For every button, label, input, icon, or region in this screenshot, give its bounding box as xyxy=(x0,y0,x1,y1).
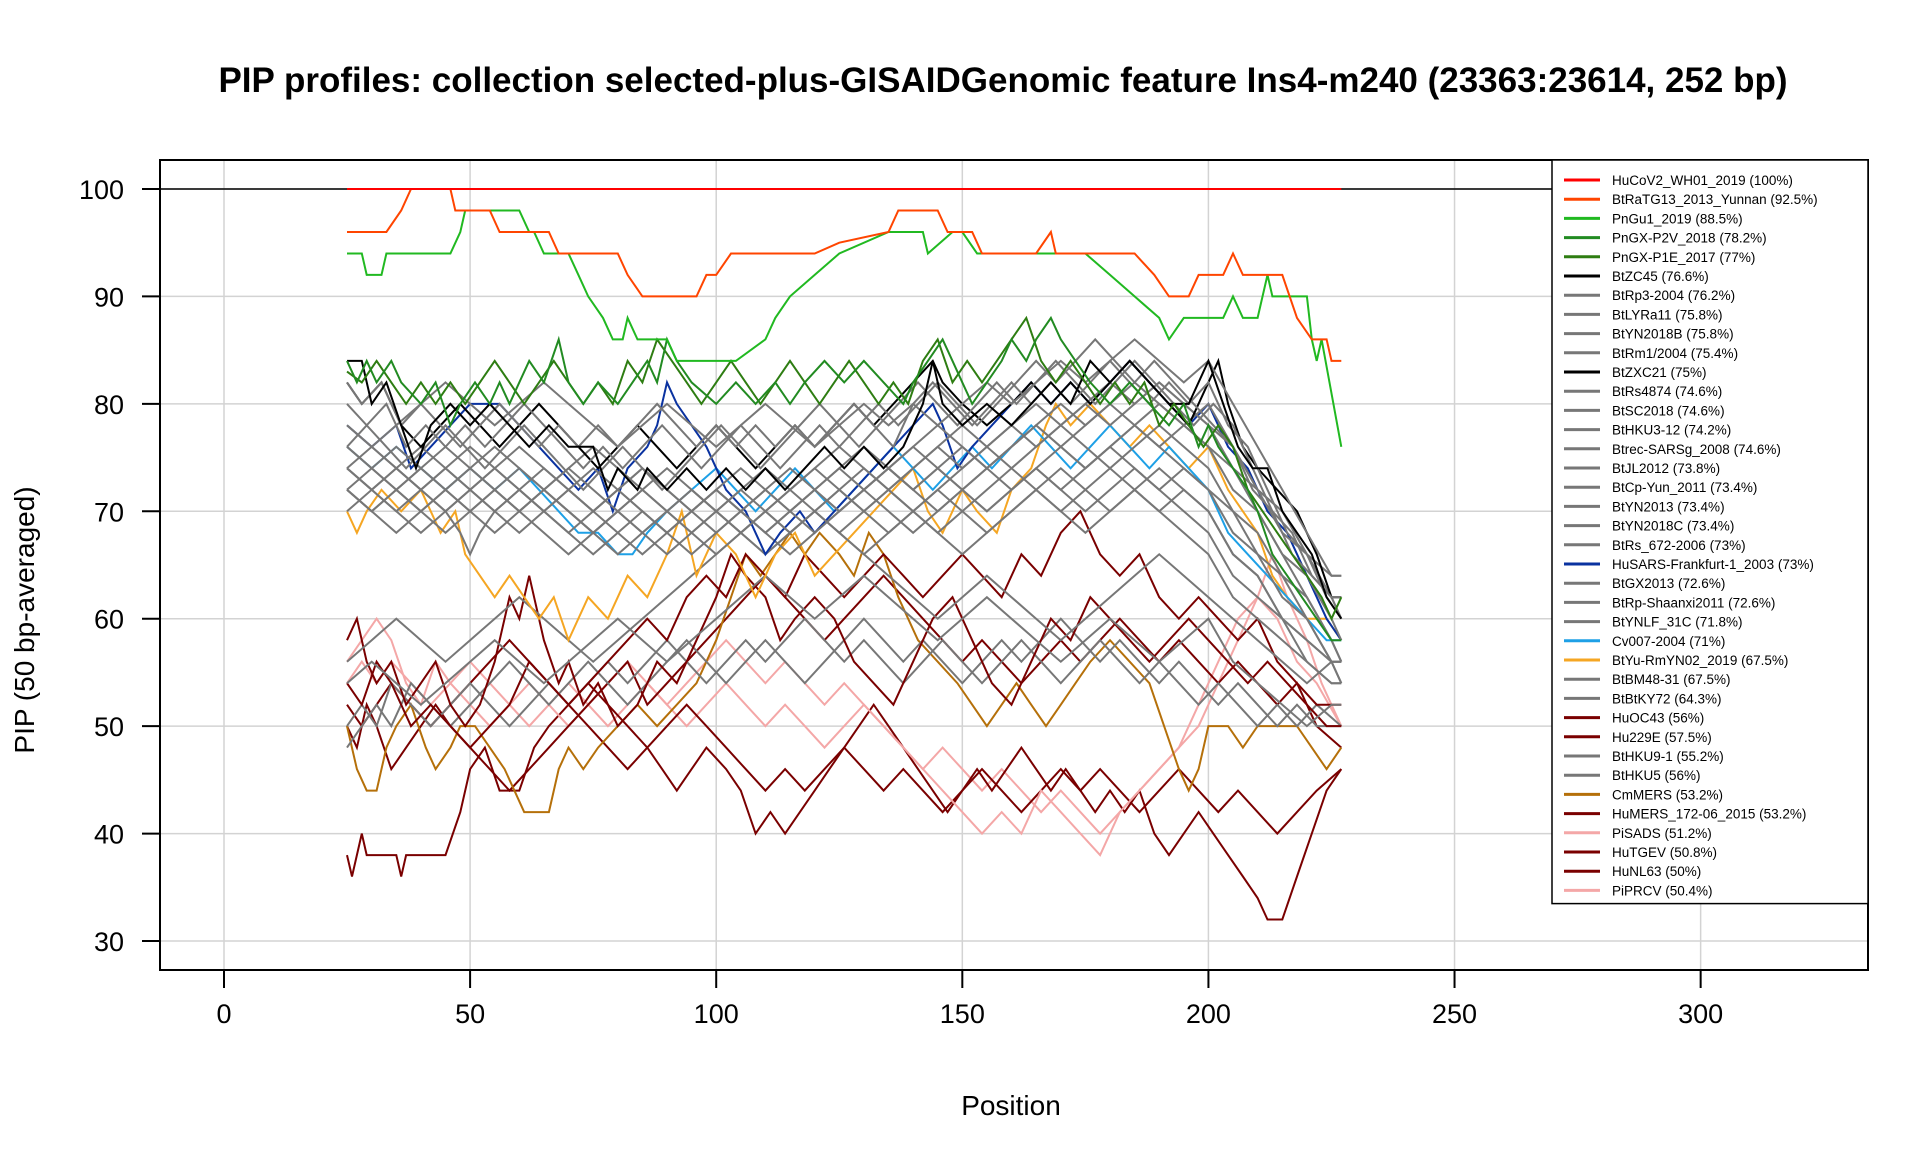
legend-entry: BtBM48-31 (67.5%) xyxy=(1612,672,1731,687)
series-line xyxy=(346,638,1342,836)
x-tick-label: 0 xyxy=(216,999,231,1029)
legend-entry: PnGu1_2019 (88.5%) xyxy=(1612,211,1743,226)
legend-entry: PnGX-P2V_2018 (78.2%) xyxy=(1612,231,1767,246)
series-line xyxy=(346,509,1342,750)
series-line xyxy=(346,466,1343,684)
series-line xyxy=(346,445,1342,663)
legend-entry: HuMERS_172-06_2015 (53.2%) xyxy=(1612,807,1806,822)
y-tick-label: 50 xyxy=(94,712,124,742)
legend-entry: Btrec-SARSg_2008 (74.6%) xyxy=(1612,442,1781,457)
legend-entry: BtBtKY72 (64.3%) xyxy=(1612,691,1722,706)
series-line xyxy=(346,315,1343,622)
legend-entry: CmMERS (53.2%) xyxy=(1612,787,1723,802)
series-line xyxy=(346,338,1342,577)
series-line xyxy=(346,551,1343,857)
x-tick-label: 200 xyxy=(1186,999,1231,1029)
legend-entry: BtGX2013 (72.6%) xyxy=(1612,576,1725,591)
legend-entry: BtYNLF_31C (71.8%) xyxy=(1612,615,1743,630)
x-axis-label: Position xyxy=(961,1090,1061,1121)
series-line xyxy=(346,381,1342,577)
legend-entry: BtHKU3-12 (74.2%) xyxy=(1612,423,1731,438)
legend-entry: HuOC43 (56%) xyxy=(1612,711,1704,726)
legend-entry: BtYN2013 (73.4%) xyxy=(1612,499,1725,514)
y-tick-label: 60 xyxy=(94,605,124,635)
series-line xyxy=(346,359,1343,620)
legend-entry: BtHKU9-1 (55.2%) xyxy=(1612,749,1724,764)
y-axis-label: PIP (50 bp-averaged) xyxy=(9,486,40,753)
series-line xyxy=(346,381,1343,641)
series-line xyxy=(346,337,1342,599)
series-line xyxy=(347,209,1343,447)
legend-entry: BtYN2018C (73.4%) xyxy=(1612,519,1734,534)
legend: HuCoV2_WH01_2019 (100%) BtRaTG13_2013_Yun… xyxy=(1551,159,1869,905)
legend-entry: BtSC2018 (74.6%) xyxy=(1612,403,1725,418)
legend-entry: BtRaTG13_2013_Yunnan (92.5%) xyxy=(1612,192,1818,207)
x-tick-label: 300 xyxy=(1678,999,1723,1029)
series-line xyxy=(346,530,1343,814)
series-line xyxy=(346,552,1342,728)
x-tick-label: 50 xyxy=(455,999,485,1029)
legend-entry: BtRs_672-2006 (73%) xyxy=(1612,538,1746,553)
legend-entry: BtYN2018B (75.8%) xyxy=(1612,327,1734,342)
series-line xyxy=(346,315,1342,642)
legend-entry: HuTGEV (50.8%) xyxy=(1612,845,1717,860)
y-tick-label: 40 xyxy=(94,820,124,850)
x-tick-label: 150 xyxy=(940,999,985,1029)
legend-entry: Cv007-2004 (71%) xyxy=(1612,634,1725,649)
legend-entry: BtHKU5 (56%) xyxy=(1612,768,1701,783)
legend-entry: BtRp-Shaanxi2011 (72.6%) xyxy=(1612,595,1775,610)
series-lines xyxy=(346,188,1343,921)
legend-entry: HuNL63 (50%) xyxy=(1612,864,1701,879)
legend-entry: HuSARS-Frankfurt-1_2003 (73%) xyxy=(1612,557,1814,572)
legend-entry: BtZXC21 (75%) xyxy=(1612,365,1707,380)
legend-entry: BtRp3-2004 (76.2%) xyxy=(1612,288,1735,303)
legend-entry: PiSADS (51.2%) xyxy=(1612,826,1712,841)
legend-entry: HuCoV2_WH01_2019 (100%) xyxy=(1612,173,1793,188)
x-axis: 0 50 100 150 200 250 300 xyxy=(216,969,1723,1029)
legend-entry: BtJL2012 (73.8%) xyxy=(1612,461,1720,476)
legend-entry: BtCp-Yun_2011 (73.4%) xyxy=(1612,480,1757,495)
legend-entry: BtRm1/2004 (75.4%) xyxy=(1612,346,1738,361)
legend-entry: BtYu-RmYN02_2019 (67.5%) xyxy=(1612,653,1788,668)
y-tick-label: 30 xyxy=(94,927,124,957)
legend-entry: PnGX-P1E_2017 (77%) xyxy=(1612,250,1755,265)
legend-box xyxy=(1551,159,1869,905)
y-tick-label: 100 xyxy=(79,175,124,205)
legend-entry: PiPRCV (50.4%) xyxy=(1612,883,1713,898)
series-line xyxy=(347,188,1342,362)
chart-title: PIP profiles: collection selected-plus-G… xyxy=(218,61,1787,100)
legend-entry: Hu229E (57.5%) xyxy=(1612,730,1712,745)
y-tick-label: 90 xyxy=(94,282,124,312)
y-axis: 30 40 50 60 70 80 90 100 xyxy=(79,175,160,957)
y-tick-label: 80 xyxy=(94,390,124,420)
legend-entry: BtZC45 (76.6%) xyxy=(1612,269,1709,284)
series-line xyxy=(346,445,1342,663)
series-line xyxy=(346,574,1342,728)
legend-entry: BtLYRa11 (75.8%) xyxy=(1612,307,1723,322)
y-tick-label: 70 xyxy=(94,497,124,527)
legend-entry: BtRs4874 (74.6%) xyxy=(1612,384,1722,399)
series-line xyxy=(346,681,1343,921)
series-line xyxy=(347,358,1343,620)
x-tick-label: 250 xyxy=(1432,999,1477,1029)
series-line xyxy=(346,617,1342,729)
x-tick-label: 100 xyxy=(694,999,739,1029)
